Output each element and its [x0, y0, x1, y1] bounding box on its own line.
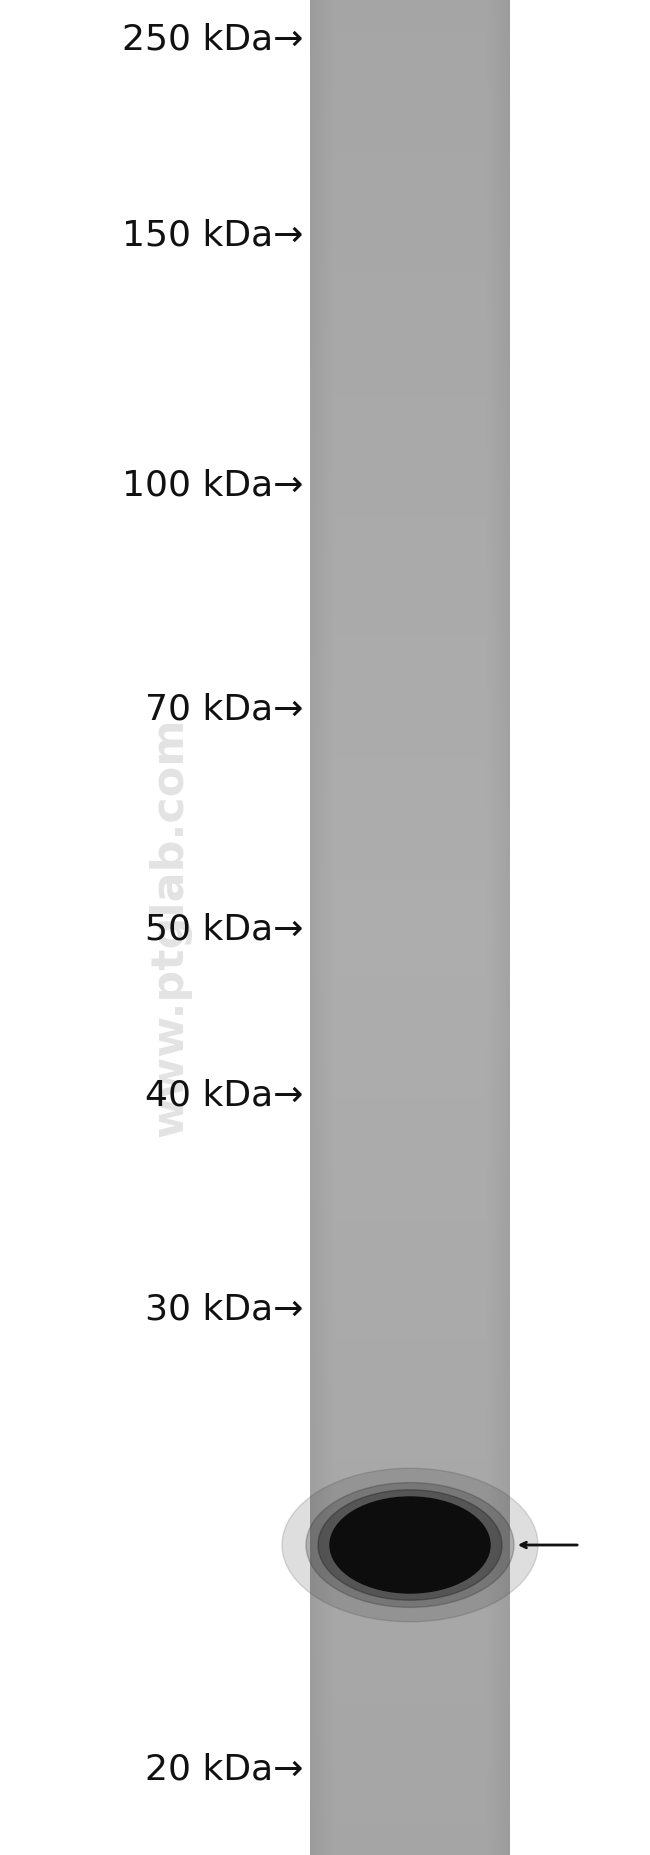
Text: 70 kDa→: 70 kDa→ [144, 694, 303, 727]
Text: 250 kDa→: 250 kDa→ [122, 22, 303, 58]
Ellipse shape [318, 1490, 502, 1601]
Ellipse shape [282, 1467, 538, 1621]
Text: www.ptglab.com: www.ptglab.com [148, 718, 192, 1137]
Text: 40 kDa→: 40 kDa→ [144, 1078, 303, 1111]
Text: 150 kDa→: 150 kDa→ [122, 219, 303, 252]
Ellipse shape [330, 1497, 490, 1593]
Text: 30 kDa→: 30 kDa→ [144, 1293, 303, 1326]
Text: 20 kDa→: 20 kDa→ [144, 1753, 303, 1786]
Ellipse shape [306, 1482, 514, 1608]
Text: 50 kDa→: 50 kDa→ [144, 913, 303, 948]
Text: 100 kDa→: 100 kDa→ [122, 467, 303, 503]
